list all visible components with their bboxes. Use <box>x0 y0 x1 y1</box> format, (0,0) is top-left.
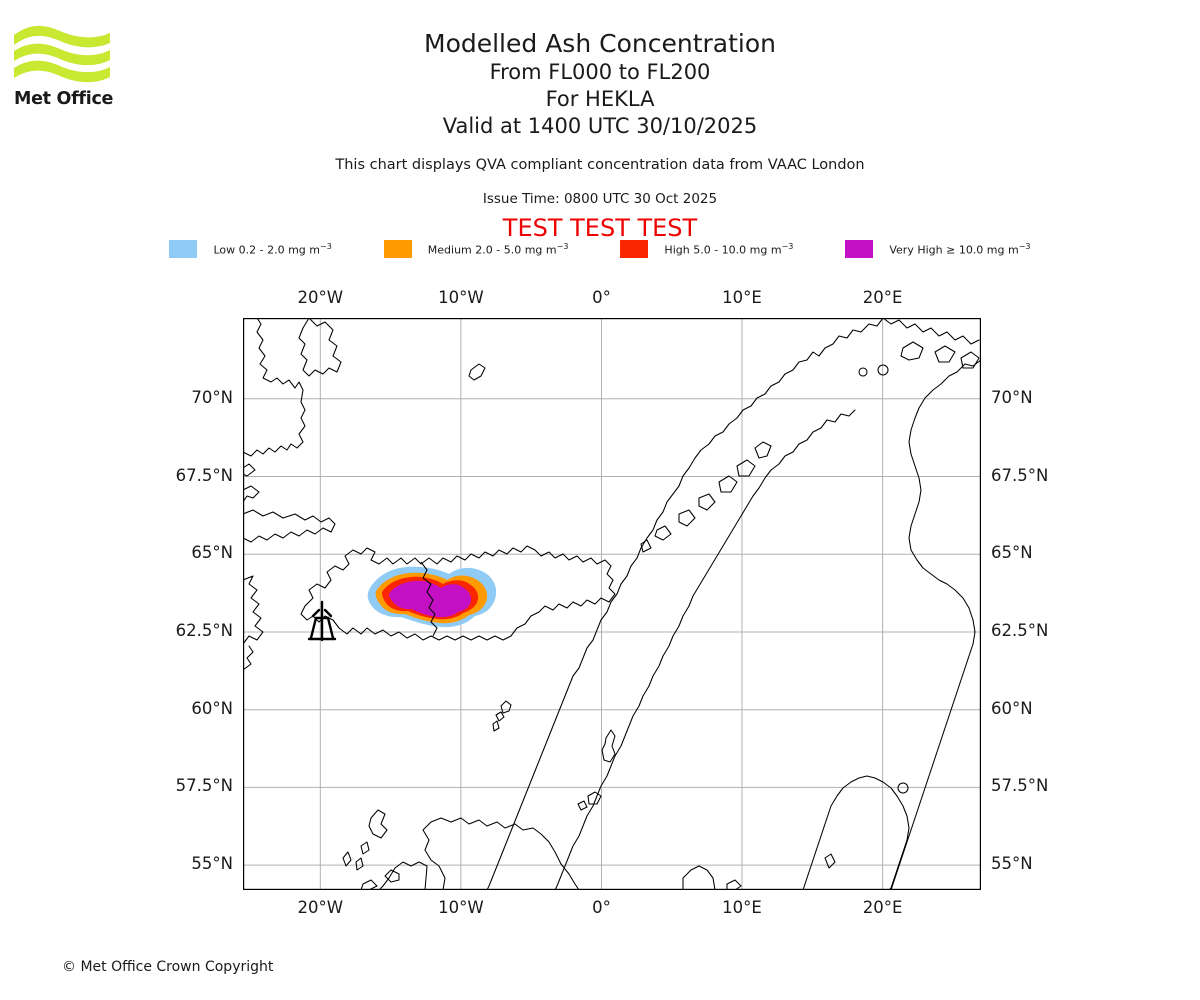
faroe-islands-islet <box>492 720 500 732</box>
legend-label-low: Low 0.2 - 2.0 mg m−3 <box>213 241 332 257</box>
lat-tick-label-left: 65°N <box>191 543 233 563</box>
lon-tick-label-bottom: 10°W <box>438 898 484 917</box>
lofoten-island-d <box>698 493 716 511</box>
issue-time: Issue Time: 0800 UTC 30 Oct 2025 <box>482 191 718 207</box>
lat-tick-label-right: 67.5°N <box>991 465 1049 485</box>
jan-mayen-island <box>468 363 486 381</box>
faroe-islands-south <box>495 711 505 722</box>
lofoten-island-c <box>718 475 738 493</box>
shetland-islands <box>601 729 616 763</box>
met-office-wave-mark <box>14 25 110 83</box>
finnmark-coast <box>882 318 980 345</box>
denmark-jutland <box>682 865 716 890</box>
vesteralen-island <box>654 525 672 541</box>
lat-tick-label-left: 60°N <box>191 698 233 718</box>
coastal-islet-a <box>640 539 652 553</box>
legend-label-medium: Medium 2.0 - 5.0 mg m−3 <box>427 241 569 257</box>
norway-west-coast <box>486 318 884 890</box>
orkney-islands <box>587 791 602 805</box>
hebrides-islet <box>360 841 370 855</box>
lat-tick-label-left: 55°N <box>191 854 233 874</box>
flight-level-range: From FL000 to FL200 <box>489 60 711 84</box>
skye-islet <box>355 857 364 871</box>
isle-of-mull <box>384 869 400 883</box>
lon-tick-label-bottom: 20°E <box>862 898 903 917</box>
faroe-islands <box>500 700 512 714</box>
lon-tick-label-bottom: 20°W <box>297 898 344 917</box>
legend-label-very-high: Very High ≥ 10.0 mg m−3 <box>889 241 1031 257</box>
lofoten-island-b <box>736 459 756 477</box>
scotland-mainland <box>422 817 580 890</box>
volcano-name: For HEKLA <box>545 87 655 111</box>
lon-tick-label-bottom: 0° <box>592 898 611 917</box>
test-banner: TEST TEST TEST <box>502 214 698 242</box>
legend-label-high: High 5.0 - 10.0 mg m−3 <box>664 241 794 257</box>
legend-item-low: Low 0.2 - 2.0 mg m−3 <box>169 240 332 258</box>
volcano-symbol-icon <box>307 600 337 642</box>
finnmark-island-b <box>934 345 956 363</box>
legend-swatch-medium <box>383 240 412 258</box>
outer-hebrides <box>368 809 388 839</box>
greenland-coast <box>243 318 336 671</box>
lat-tick-label-left: 62.5°N <box>175 620 233 640</box>
legend-item-high: High 5.0 - 10.0 mg m−3 <box>620 240 793 258</box>
lat-tick-label-right: 65°N <box>991 543 1033 563</box>
orkney-islet <box>577 800 588 811</box>
baltic-island <box>824 853 836 869</box>
hebrides-islet-south <box>342 851 352 867</box>
lofoten-island-e <box>678 509 696 527</box>
lon-tick-label-top: 20°W <box>297 288 344 307</box>
map-frame <box>243 318 981 890</box>
scotland-west-coast <box>378 861 428 890</box>
gotland-island <box>897 782 909 794</box>
lat-tick-label-left: 67.5°N <box>175 465 233 485</box>
map-canvas <box>243 318 981 890</box>
page-title: Modelled Ash Concentration <box>424 29 776 58</box>
lon-tick-label-top: 20°E <box>862 288 903 307</box>
valid-time: Valid at 1400 UTC 30/10/2025 <box>442 114 758 138</box>
small-island-marker-b <box>877 364 889 376</box>
chart-title-block: Modelled Ash Concentration From FL000 to… <box>0 28 1200 140</box>
legend-item-very-high: Very High ≥ 10.0 mg m−3 <box>845 240 1031 258</box>
map-gridlines <box>243 318 981 890</box>
concentration-legend: Low 0.2 - 2.0 mg m−3 Medium 2.0 - 5.0 mg… <box>0 240 1200 258</box>
lat-tick-label-left: 57.5°N <box>175 776 233 796</box>
lat-tick-label-right: 57.5°N <box>991 776 1049 796</box>
plume-contour-very-high <box>389 580 472 618</box>
lon-tick-label-top: 0° <box>592 288 611 307</box>
lat-tick-label-right: 55°N <box>991 854 1033 874</box>
chart-description: This chart displays QVA compliant concen… <box>335 157 865 173</box>
norway-fjord-coast <box>554 409 856 890</box>
baltic-sea-coast <box>802 775 910 890</box>
legend-item-medium: Medium 2.0 - 5.0 mg m−3 <box>383 240 569 258</box>
lat-tick-label-right: 70°N <box>991 387 1033 407</box>
lofoten-island-a <box>754 441 772 459</box>
lon-tick-label-bottom: 10°E <box>722 898 762 917</box>
lat-tick-label-left: 70°N <box>191 387 233 407</box>
ash-concentration-map: 20°W 20°W 10°W 10°W 0° 0° 10°E 10°E 20°E 20°E 55°N… <box>176 288 1049 917</box>
lon-tick-label-top: 10°W <box>438 288 484 307</box>
met-office-logo: Met Office <box>14 25 124 115</box>
finnmark-island-a <box>900 341 924 361</box>
lon-tick-label-top: 10°E <box>722 288 762 307</box>
met-office-logo-text: Met Office <box>14 89 114 109</box>
legend-swatch-very-high <box>845 240 874 258</box>
finland-russia-border <box>890 359 981 890</box>
lat-tick-label-right: 60°N <box>991 698 1033 718</box>
copyright-notice: © Met Office Crown Copyright <box>62 959 274 975</box>
small-island-marker <box>858 367 868 377</box>
iceland-coast <box>300 545 616 641</box>
lat-tick-label-right: 62.5°N <box>991 620 1049 640</box>
ash-plume-contours <box>367 566 497 628</box>
legend-swatch-low <box>169 240 198 258</box>
legend-swatch-high <box>620 240 649 258</box>
greenland-inner-coast <box>298 318 342 377</box>
iceland-east-coast-overlay <box>420 561 438 637</box>
map-coastlines <box>243 318 981 890</box>
